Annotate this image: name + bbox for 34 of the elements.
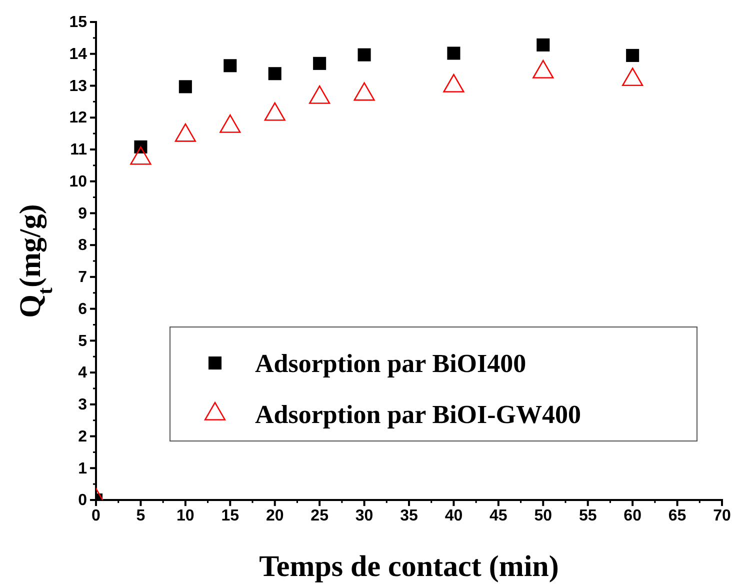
y-tick-label: 0 [78, 492, 88, 510]
x-tick-label: 15 [221, 507, 240, 524]
y-tick-label: 7 [78, 269, 88, 286]
x-tick-label: 20 [266, 507, 284, 524]
y-tick-label: 15 [69, 14, 88, 32]
x-tick-label: 45 [490, 507, 508, 524]
x-axis-title: Temps de contact (min) [259, 550, 559, 583]
x-tick-label: 5 [136, 507, 146, 524]
x-tick-label: 70 [713, 507, 731, 524]
x-tick-label: 10 [176, 507, 194, 524]
x-tick-label: 30 [355, 507, 374, 524]
x-tick-label: 50 [534, 507, 552, 524]
y-tick-label: 9 [78, 205, 88, 222]
y-tick-label: 12 [69, 110, 88, 127]
x-tick-label: 65 [668, 507, 686, 524]
y-tick-label: 1 [78, 460, 88, 478]
y-tick-label: 2 [78, 428, 88, 446]
y-tick-label: 14 [69, 46, 88, 63]
legend-label: Adsorption par BiOI-GW400 [255, 400, 582, 429]
y-tick-label: 10 [69, 173, 88, 190]
x-tick-label: 60 [624, 507, 642, 524]
y-tick-label: 11 [70, 142, 88, 159]
y-tick-label: 4 [78, 364, 88, 382]
x-tick-label: 40 [444, 507, 463, 524]
y-tick-label: 3 [78, 396, 88, 414]
y-tick-label: 13 [69, 78, 88, 95]
legend-label: Adsorption par BiOI400 [255, 349, 526, 378]
y-tick-label: 8 [78, 237, 88, 254]
x-tick-label: 35 [400, 507, 418, 524]
y-tick-label: 5 [78, 332, 88, 350]
x-tick-label: 0 [92, 507, 101, 524]
y-tick-label: 6 [78, 300, 88, 318]
x-tick-label: 55 [578, 507, 597, 524]
x-tick-label: 25 [310, 507, 329, 524]
